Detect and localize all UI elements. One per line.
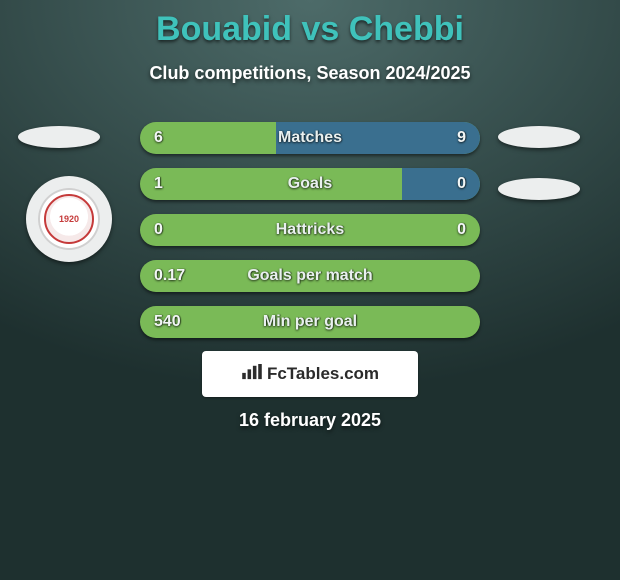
chart-bars-icon <box>241 364 263 385</box>
club-crest: 1920 <box>38 188 100 250</box>
stat-row: Goals per match0.17 <box>140 260 480 292</box>
player-right-avatar-small-2 <box>498 178 580 200</box>
player-left-avatar-big: 1920 <box>26 176 112 262</box>
page-title: Bouabid vs Chebbi <box>0 0 620 49</box>
page-subtitle: Club competitions, Season 2024/2025 <box>0 63 620 84</box>
stat-bar <box>140 168 480 200</box>
stat-row: Goals10 <box>140 168 480 200</box>
date-text: 16 february 2025 <box>0 410 620 431</box>
player-left-avatar-small <box>18 126 100 148</box>
player-right-avatar-small <box>498 126 580 148</box>
stat-bar <box>140 122 480 154</box>
stat-row: Min per goal540 <box>140 306 480 338</box>
brand-text: FcTables.com <box>267 364 379 384</box>
stat-bar <box>140 214 480 246</box>
stat-bar-right-segment <box>276 122 480 154</box>
club-crest-year: 1920 <box>44 194 94 244</box>
stat-row: Matches69 <box>140 122 480 154</box>
comparison-infographic: Bouabid vs Chebbi Club competitions, Sea… <box>0 0 620 580</box>
stat-bar <box>140 260 480 292</box>
brand-card: FcTables.com <box>202 351 418 397</box>
stat-bar <box>140 306 480 338</box>
stat-row: Hattricks00 <box>140 214 480 246</box>
stat-bar-right-segment <box>402 168 480 200</box>
